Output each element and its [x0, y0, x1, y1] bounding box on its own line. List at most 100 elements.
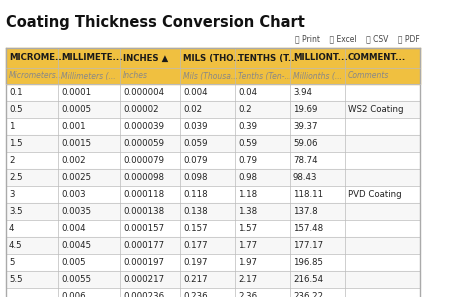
Text: MILS (THO...: MILS (THO... [183, 53, 243, 62]
Text: 0.000098: 0.000098 [123, 173, 164, 182]
Text: 3.5: 3.5 [9, 207, 23, 216]
Text: 0.000236: 0.000236 [123, 292, 164, 297]
Text: 0.00002: 0.00002 [123, 105, 159, 114]
Text: 0.0035: 0.0035 [61, 207, 91, 216]
Text: 0.000217: 0.000217 [123, 275, 164, 284]
Text: 0.000004: 0.000004 [123, 88, 164, 97]
Text: Comments: Comments [348, 72, 389, 80]
Text: Millionths (...: Millionths (... [293, 72, 342, 80]
Text: 0.197: 0.197 [183, 258, 208, 267]
Text: ⎙ Print    ⬜ Excel    ⬜ CSV    ⬜ PDF: ⎙ Print ⬜ Excel ⬜ CSV ⬜ PDF [295, 34, 420, 43]
Text: 196.85: 196.85 [293, 258, 323, 267]
Text: 0.79: 0.79 [238, 156, 257, 165]
Bar [6, 254, 420, 271]
Text: 98.43: 98.43 [293, 173, 318, 182]
Text: 0.04: 0.04 [238, 88, 257, 97]
Text: 0.006: 0.006 [61, 292, 86, 297]
Text: 1.18: 1.18 [238, 190, 257, 199]
Text: 2.36: 2.36 [238, 292, 257, 297]
Text: Millimeters (...: Millimeters (... [61, 72, 116, 80]
Text: 39.37: 39.37 [293, 122, 318, 131]
Text: MILLIMETE...: MILLIMETE... [61, 53, 123, 62]
Text: Coating Thickness Conversion Chart: Coating Thickness Conversion Chart [6, 15, 305, 30]
Text: 78.74: 78.74 [293, 156, 318, 165]
Text: 4.5: 4.5 [9, 241, 23, 250]
Text: 4: 4 [9, 224, 15, 233]
Text: 0.002: 0.002 [61, 156, 86, 165]
Text: 0.0025: 0.0025 [61, 173, 91, 182]
Text: 137.8: 137.8 [293, 207, 318, 216]
Text: 0.177: 0.177 [183, 241, 208, 250]
Text: 19.69: 19.69 [293, 105, 318, 114]
Text: COMMENT...: COMMENT... [348, 53, 406, 62]
Text: 59.06: 59.06 [293, 139, 318, 148]
Text: 0.0015: 0.0015 [61, 139, 91, 148]
Text: 0.000118: 0.000118 [123, 190, 164, 199]
Bar [6, 288, 420, 297]
Bar [6, 135, 420, 152]
Text: 0.0045: 0.0045 [61, 241, 91, 250]
Text: 157.48: 157.48 [293, 224, 323, 233]
Text: MILLIONT...: MILLIONT... [293, 53, 348, 62]
Text: INCHES ▲: INCHES ▲ [123, 53, 168, 62]
Text: 0.98: 0.98 [238, 173, 257, 182]
Text: TENTHS (T...: TENTHS (T... [238, 53, 298, 62]
Text: 1.5: 1.5 [9, 139, 23, 148]
Text: 0.000059: 0.000059 [123, 139, 164, 148]
Bar [6, 48, 420, 68]
Text: 0.157: 0.157 [183, 224, 208, 233]
Text: 0.000079: 0.000079 [123, 156, 164, 165]
Text: 0.039: 0.039 [183, 122, 208, 131]
Text: Micrometers...: Micrometers... [9, 72, 64, 80]
Text: 0.098: 0.098 [183, 173, 208, 182]
Text: 0.004: 0.004 [61, 224, 86, 233]
Text: 0.236: 0.236 [183, 292, 208, 297]
Text: 0.079: 0.079 [183, 156, 208, 165]
Text: 0.118: 0.118 [183, 190, 208, 199]
Text: 0.1: 0.1 [9, 88, 23, 97]
Text: 0.5: 0.5 [9, 105, 23, 114]
Text: 216.54: 216.54 [293, 275, 323, 284]
Text: 0.000039: 0.000039 [123, 122, 164, 131]
Bar [6, 118, 420, 135]
Text: WS2 Coating: WS2 Coating [348, 105, 403, 114]
Text: Tenths (Ten-...: Tenths (Ten-... [238, 72, 292, 80]
Text: 0.004: 0.004 [183, 88, 208, 97]
Text: Inches: Inches [123, 72, 148, 80]
Text: 0.059: 0.059 [183, 139, 208, 148]
Text: 0.02: 0.02 [183, 105, 202, 114]
Bar [6, 186, 420, 203]
Text: 0.0001: 0.0001 [61, 88, 91, 97]
Text: 0.005: 0.005 [61, 258, 86, 267]
Text: 3: 3 [9, 190, 15, 199]
Bar [6, 203, 420, 220]
Bar [6, 220, 420, 237]
Text: 0.59: 0.59 [238, 139, 257, 148]
Text: 0.138: 0.138 [183, 207, 208, 216]
Text: 0.39: 0.39 [238, 122, 257, 131]
Text: 177.17: 177.17 [293, 241, 323, 250]
Text: 1.97: 1.97 [238, 258, 257, 267]
Text: 5: 5 [9, 258, 15, 267]
Text: 2.5: 2.5 [9, 173, 23, 182]
Bar [6, 169, 420, 186]
Bar [6, 152, 420, 169]
Bar [6, 68, 420, 84]
Text: 3.94: 3.94 [293, 88, 312, 97]
Text: 0.217: 0.217 [183, 275, 208, 284]
Text: PVD Coating: PVD Coating [348, 190, 401, 199]
Text: 1.77: 1.77 [238, 241, 257, 250]
Text: 0.0005: 0.0005 [61, 105, 91, 114]
Text: 2.17: 2.17 [238, 275, 257, 284]
Text: 5.5: 5.5 [9, 275, 23, 284]
Text: 1.38: 1.38 [238, 207, 257, 216]
Bar [6, 271, 420, 288]
Text: 1.57: 1.57 [238, 224, 257, 233]
Text: 0.000138: 0.000138 [123, 207, 164, 216]
Text: 0.003: 0.003 [61, 190, 86, 199]
Text: 0.0055: 0.0055 [61, 275, 91, 284]
Text: 1: 1 [9, 122, 15, 131]
Text: MICROME...: MICROME... [9, 53, 65, 62]
Text: 0.001: 0.001 [61, 122, 86, 131]
Text: 0.000177: 0.000177 [123, 241, 164, 250]
